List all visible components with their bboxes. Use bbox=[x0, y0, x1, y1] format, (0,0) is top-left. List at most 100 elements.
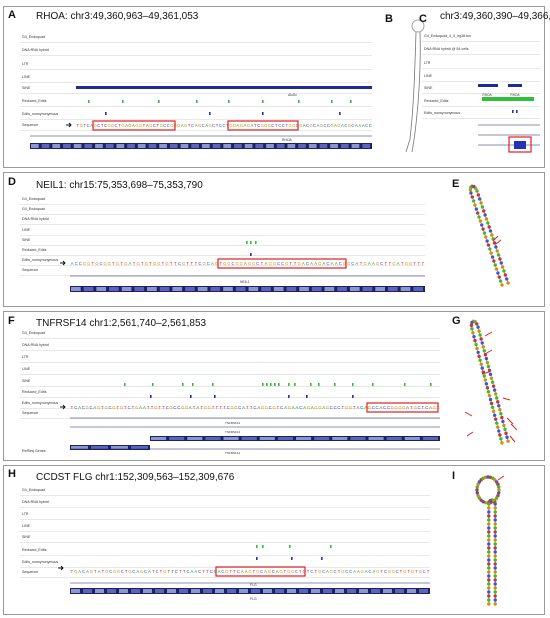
rna-base-e bbox=[490, 233, 494, 237]
sequence-base-a: T bbox=[157, 123, 160, 128]
sequence-base-d: T bbox=[360, 261, 363, 266]
rna-base-i2 bbox=[487, 554, 491, 558]
sequence-base-d: C bbox=[339, 261, 342, 266]
rna-base-g bbox=[503, 427, 507, 432]
sequence-base-d: T bbox=[294, 261, 297, 266]
rna-base-g bbox=[487, 393, 492, 398]
sequence-base-f: G bbox=[314, 405, 317, 410]
gene-segment-a bbox=[255, 144, 264, 148]
gene-segment-h bbox=[203, 589, 212, 593]
rna-base-i2 bbox=[493, 578, 497, 582]
edit-mark-h bbox=[330, 545, 332, 548]
sequence-base-d: A bbox=[265, 261, 268, 266]
rna-base-e bbox=[497, 275, 501, 279]
gene-segment-d bbox=[362, 287, 373, 291]
track-divider bbox=[20, 374, 440, 375]
sequence-base-a: C bbox=[296, 123, 299, 128]
track-divider bbox=[20, 350, 440, 351]
edit-mark-a bbox=[196, 100, 198, 103]
rna-base-i2 bbox=[487, 586, 491, 590]
sequence-base-d: G bbox=[392, 261, 395, 266]
rna-base-i2 bbox=[493, 598, 497, 602]
sequence-base-h: A bbox=[98, 569, 101, 574]
sequence-base-a: C bbox=[115, 123, 118, 128]
rna-base-g bbox=[492, 413, 497, 417]
sequence-base-f: C bbox=[227, 405, 230, 410]
sequence-base-f: G bbox=[112, 405, 115, 410]
sequence-base-f: C bbox=[74, 405, 77, 410]
sequence-base-a: A bbox=[317, 123, 320, 128]
gene-segment-h bbox=[395, 589, 404, 593]
sequence-base-f: G bbox=[391, 405, 394, 410]
sequence-base-d: C bbox=[79, 261, 82, 266]
track-divider bbox=[20, 214, 425, 215]
sequence-base-a: A bbox=[243, 123, 246, 128]
sequence-base-h: T bbox=[253, 569, 256, 574]
edit-arrow-e bbox=[492, 235, 499, 242]
sequence-base-f: T bbox=[147, 405, 150, 410]
sequence-base-d: G bbox=[248, 261, 251, 266]
gene-exon-c bbox=[514, 141, 526, 149]
highlight-box-h bbox=[215, 566, 306, 577]
rna-base-e bbox=[489, 251, 493, 255]
gene-segment-a bbox=[105, 144, 114, 148]
sequence-base-f: C bbox=[82, 405, 85, 410]
gene-segment-d bbox=[185, 287, 195, 291]
edit-arrow-g bbox=[502, 397, 511, 401]
sequence-base-f: T bbox=[101, 405, 104, 410]
sequence-base-a: C bbox=[104, 123, 107, 128]
sequence-base-d: C bbox=[281, 261, 284, 266]
track-divider bbox=[20, 542, 430, 543]
track-label: Sequence bbox=[22, 411, 39, 415]
sequence-base-a: G bbox=[80, 123, 83, 128]
sequence-base-h: G bbox=[341, 569, 344, 574]
track-divider bbox=[422, 54, 540, 55]
edit-arrow-g bbox=[466, 431, 474, 437]
rna-base-g bbox=[474, 342, 478, 347]
sequence-base-d: G bbox=[240, 261, 243, 266]
gene-segment-f1 bbox=[187, 437, 203, 440]
track-divider bbox=[422, 93, 540, 94]
panel-letter-f: F bbox=[8, 315, 15, 327]
edit-mark-f bbox=[430, 383, 432, 386]
rna-base-g bbox=[472, 334, 476, 339]
sequence-base-f: G bbox=[345, 405, 348, 410]
edit-mark-f bbox=[334, 383, 336, 386]
rna-base-g bbox=[478, 358, 482, 362]
sequence-base-a: A bbox=[250, 123, 253, 128]
edit-mark-h bbox=[256, 557, 258, 560]
sequence-base-h: T bbox=[299, 569, 302, 574]
sequence-base-f: C bbox=[173, 405, 176, 410]
gene-segment-h bbox=[347, 589, 356, 593]
sequence-base-a: G bbox=[177, 123, 180, 128]
sequence-base-a: C bbox=[97, 123, 100, 128]
sequence-base-h: A bbox=[241, 569, 244, 574]
sequence-base-d: G bbox=[136, 261, 139, 266]
gene-label-f: TNFRSF14 bbox=[225, 430, 241, 434]
sequence-base-h: T bbox=[152, 569, 155, 574]
track-divider bbox=[422, 68, 540, 69]
rna-base-e bbox=[486, 221, 490, 225]
rna-base-e bbox=[471, 199, 476, 203]
edit-mark-a bbox=[228, 100, 230, 103]
gene-segment-f1 bbox=[296, 437, 312, 440]
sequence-base-h: G bbox=[128, 569, 131, 574]
hairpin-stem bbox=[405, 31, 421, 153]
sequence-base-d: T bbox=[174, 261, 177, 266]
sequence-base-d: C bbox=[326, 261, 329, 266]
gene-bar-f1 bbox=[150, 436, 440, 441]
gene-segment-f1 bbox=[314, 437, 330, 440]
rna-base-g bbox=[500, 415, 504, 420]
sequence-base-a: G bbox=[121, 123, 124, 128]
sequence-base-f: G bbox=[349, 405, 352, 410]
rna-base-e bbox=[500, 283, 504, 287]
panel-row-2 bbox=[3, 172, 545, 307]
edit-mark-a bbox=[262, 112, 264, 115]
gene-segment-h bbox=[299, 589, 308, 593]
rna-base-i bbox=[475, 491, 479, 495]
rna-base-e bbox=[480, 223, 484, 227]
gene-segment-f1 bbox=[151, 437, 167, 440]
gene-segment-d bbox=[286, 287, 297, 291]
sequence-base-f: G bbox=[181, 405, 184, 410]
